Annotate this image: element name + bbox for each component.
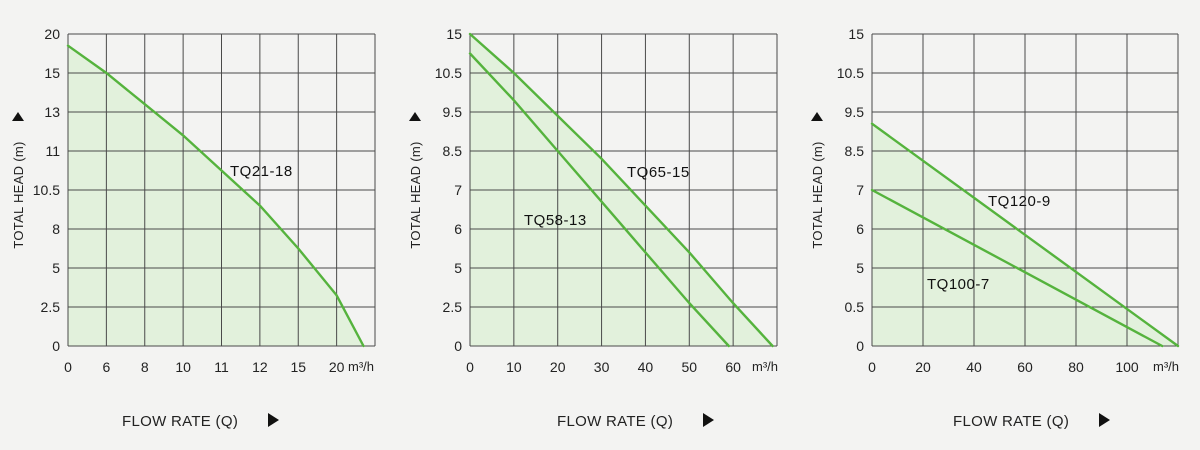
x-tick-label: 12 (252, 359, 268, 375)
chart-2-y-ticks: 0 2.5 5 6 7 8.5 9.5 10.5 15 (435, 26, 462, 354)
chart-2: 0 2.5 5 6 7 8.5 9.5 10.5 15 0 10 20 30 40 50 60 m³/h T… (408, 26, 778, 430)
chart-1-y-ticks: 0 2.5 5 8 10.5 11 13 15 20 (33, 26, 60, 354)
y-tick-label: 6 (856, 221, 864, 237)
x-tick-label: 20 (915, 359, 931, 375)
chart-3-curves (870, 122, 1180, 348)
y-tick-label: 2.5 (443, 299, 463, 315)
x-tick-label: 100 (1115, 359, 1139, 375)
chart-3-x-unit: m³/h (1153, 359, 1179, 374)
chart-1-series-label-tq21-18: TQ21-18 (230, 163, 293, 180)
y-tick-label: 5 (454, 260, 462, 276)
x-tick-label: 0 (466, 359, 474, 375)
y-tick-label: 9.5 (443, 104, 463, 120)
y-tick-label: 13 (44, 104, 60, 120)
chart-1-areas (68, 45, 364, 346)
x-tick-label: 40 (966, 359, 982, 375)
chart-3-y-ticks: 0 0.5 5 6 7 8.5 9.5 10.5 15 (837, 26, 864, 354)
chart-1-curves (66, 44, 365, 348)
y-tick-label: 20 (44, 26, 60, 42)
y-tick-label: 7 (454, 182, 462, 198)
chart-2-curves (468, 32, 774, 348)
y-tick-label: 10.5 (435, 65, 462, 81)
x-tick-label: 40 (638, 359, 654, 375)
y-tick-label: 15 (44, 65, 60, 81)
y-tick-label: 5 (856, 260, 864, 276)
chart-3-x-ticks: 0 20 40 60 80 100 (868, 359, 1139, 375)
y-tick-label: 6 (454, 221, 462, 237)
chart-2-y-arrow-icon (409, 112, 421, 121)
x-tick-label: 60 (725, 359, 741, 375)
chart-2-x-axis-label: FLOW RATE (Q) (557, 413, 673, 430)
y-tick-label: 2.5 (41, 299, 61, 315)
chart-2-x-ticks: 0 10 20 30 40 50 60 (466, 359, 741, 375)
x-tick-label: 15 (290, 359, 306, 375)
y-tick-label: 9.5 (845, 104, 865, 120)
y-tick-label: 8.5 (845, 143, 865, 159)
y-tick-label: 0 (856, 338, 864, 354)
chart-3-grid (871, 33, 1179, 347)
chart-1-x-axis-label: FLOW RATE (Q) (122, 413, 238, 430)
y-tick-label: 15 (446, 26, 462, 42)
chart-3-x-arrow-icon (1099, 413, 1110, 427)
area-tq21-18 (68, 45, 364, 346)
chart-1-x-arrow-icon (268, 413, 279, 427)
chart-1: 0 2.5 5 8 10.5 11 13 15 20 0 6 8 10 11 12 15 20 m³/h TO… (11, 26, 376, 430)
chart-3: 0 0.5 5 6 7 8.5 9.5 10.5 15 0 20 40 60 80 100 m³/h TO… (810, 26, 1180, 430)
chart-2-x-arrow-icon (703, 413, 714, 427)
y-tick-label: 5 (52, 260, 60, 276)
y-tick-label: 0 (454, 338, 462, 354)
y-tick-label: 0.5 (845, 299, 865, 315)
chart-1-y-axis-label: TOTAL HEAD (m) (11, 141, 26, 248)
x-tick-label: 11 (214, 359, 229, 375)
x-tick-label: 20 (550, 359, 566, 375)
x-tick-label: 0 (64, 359, 72, 375)
chart-3-y-axis-label: TOTAL HEAD (m) (810, 141, 825, 248)
x-tick-label: 50 (681, 359, 697, 375)
chart-2-series-label-tq58-13: TQ58-13 (524, 212, 587, 229)
series-line-tq120-9 (870, 122, 1180, 348)
chart-3-series-label-tq120-9: TQ120-9 (988, 193, 1051, 210)
x-tick-label: 80 (1068, 359, 1084, 375)
x-tick-label: 6 (102, 359, 110, 375)
y-tick-label: 8.5 (443, 143, 463, 159)
chart-2-series-label-tq65-15: TQ65-15 (627, 164, 690, 181)
y-tick-label: 10.5 (33, 182, 60, 198)
x-tick-label: 10 (506, 359, 522, 375)
x-tick-label: 60 (1017, 359, 1033, 375)
chart-2-y-axis-label: TOTAL HEAD (m) (408, 141, 423, 248)
chart-1-x-ticks: 0 6 8 10 11 12 15 20 (64, 359, 345, 375)
x-tick-label: 8 (141, 359, 149, 375)
chart-3-series-label-tq100-7: TQ100-7 (927, 276, 990, 293)
x-tick-label: 20 (329, 359, 345, 375)
chart-1-grid (67, 33, 376, 347)
chart-1-x-unit: m³/h (348, 359, 374, 374)
y-tick-label: 11 (45, 143, 60, 159)
chart-3-y-arrow-icon (811, 112, 823, 121)
chart-1-y-arrow-icon (12, 112, 24, 121)
x-tick-label: 30 (594, 359, 610, 375)
y-tick-label: 15 (848, 26, 864, 42)
x-tick-label: 10 (175, 359, 191, 375)
y-tick-label: 7 (856, 182, 864, 198)
series-line-tq58-13 (468, 52, 730, 348)
y-tick-label: 8 (52, 221, 60, 237)
y-tick-label: 0 (52, 338, 60, 354)
y-tick-label: 10.5 (837, 65, 864, 81)
chart-3-x-axis-label: FLOW RATE (Q) (953, 413, 1069, 430)
series-line-tq65-15 (468, 32, 774, 348)
x-tick-label: 0 (868, 359, 876, 375)
series-line-tq21-18 (66, 44, 365, 348)
chart-2-grid (469, 33, 778, 347)
series-line-tq100-7 (870, 188, 1164, 348)
chart-2-x-unit: m³/h (752, 359, 778, 374)
